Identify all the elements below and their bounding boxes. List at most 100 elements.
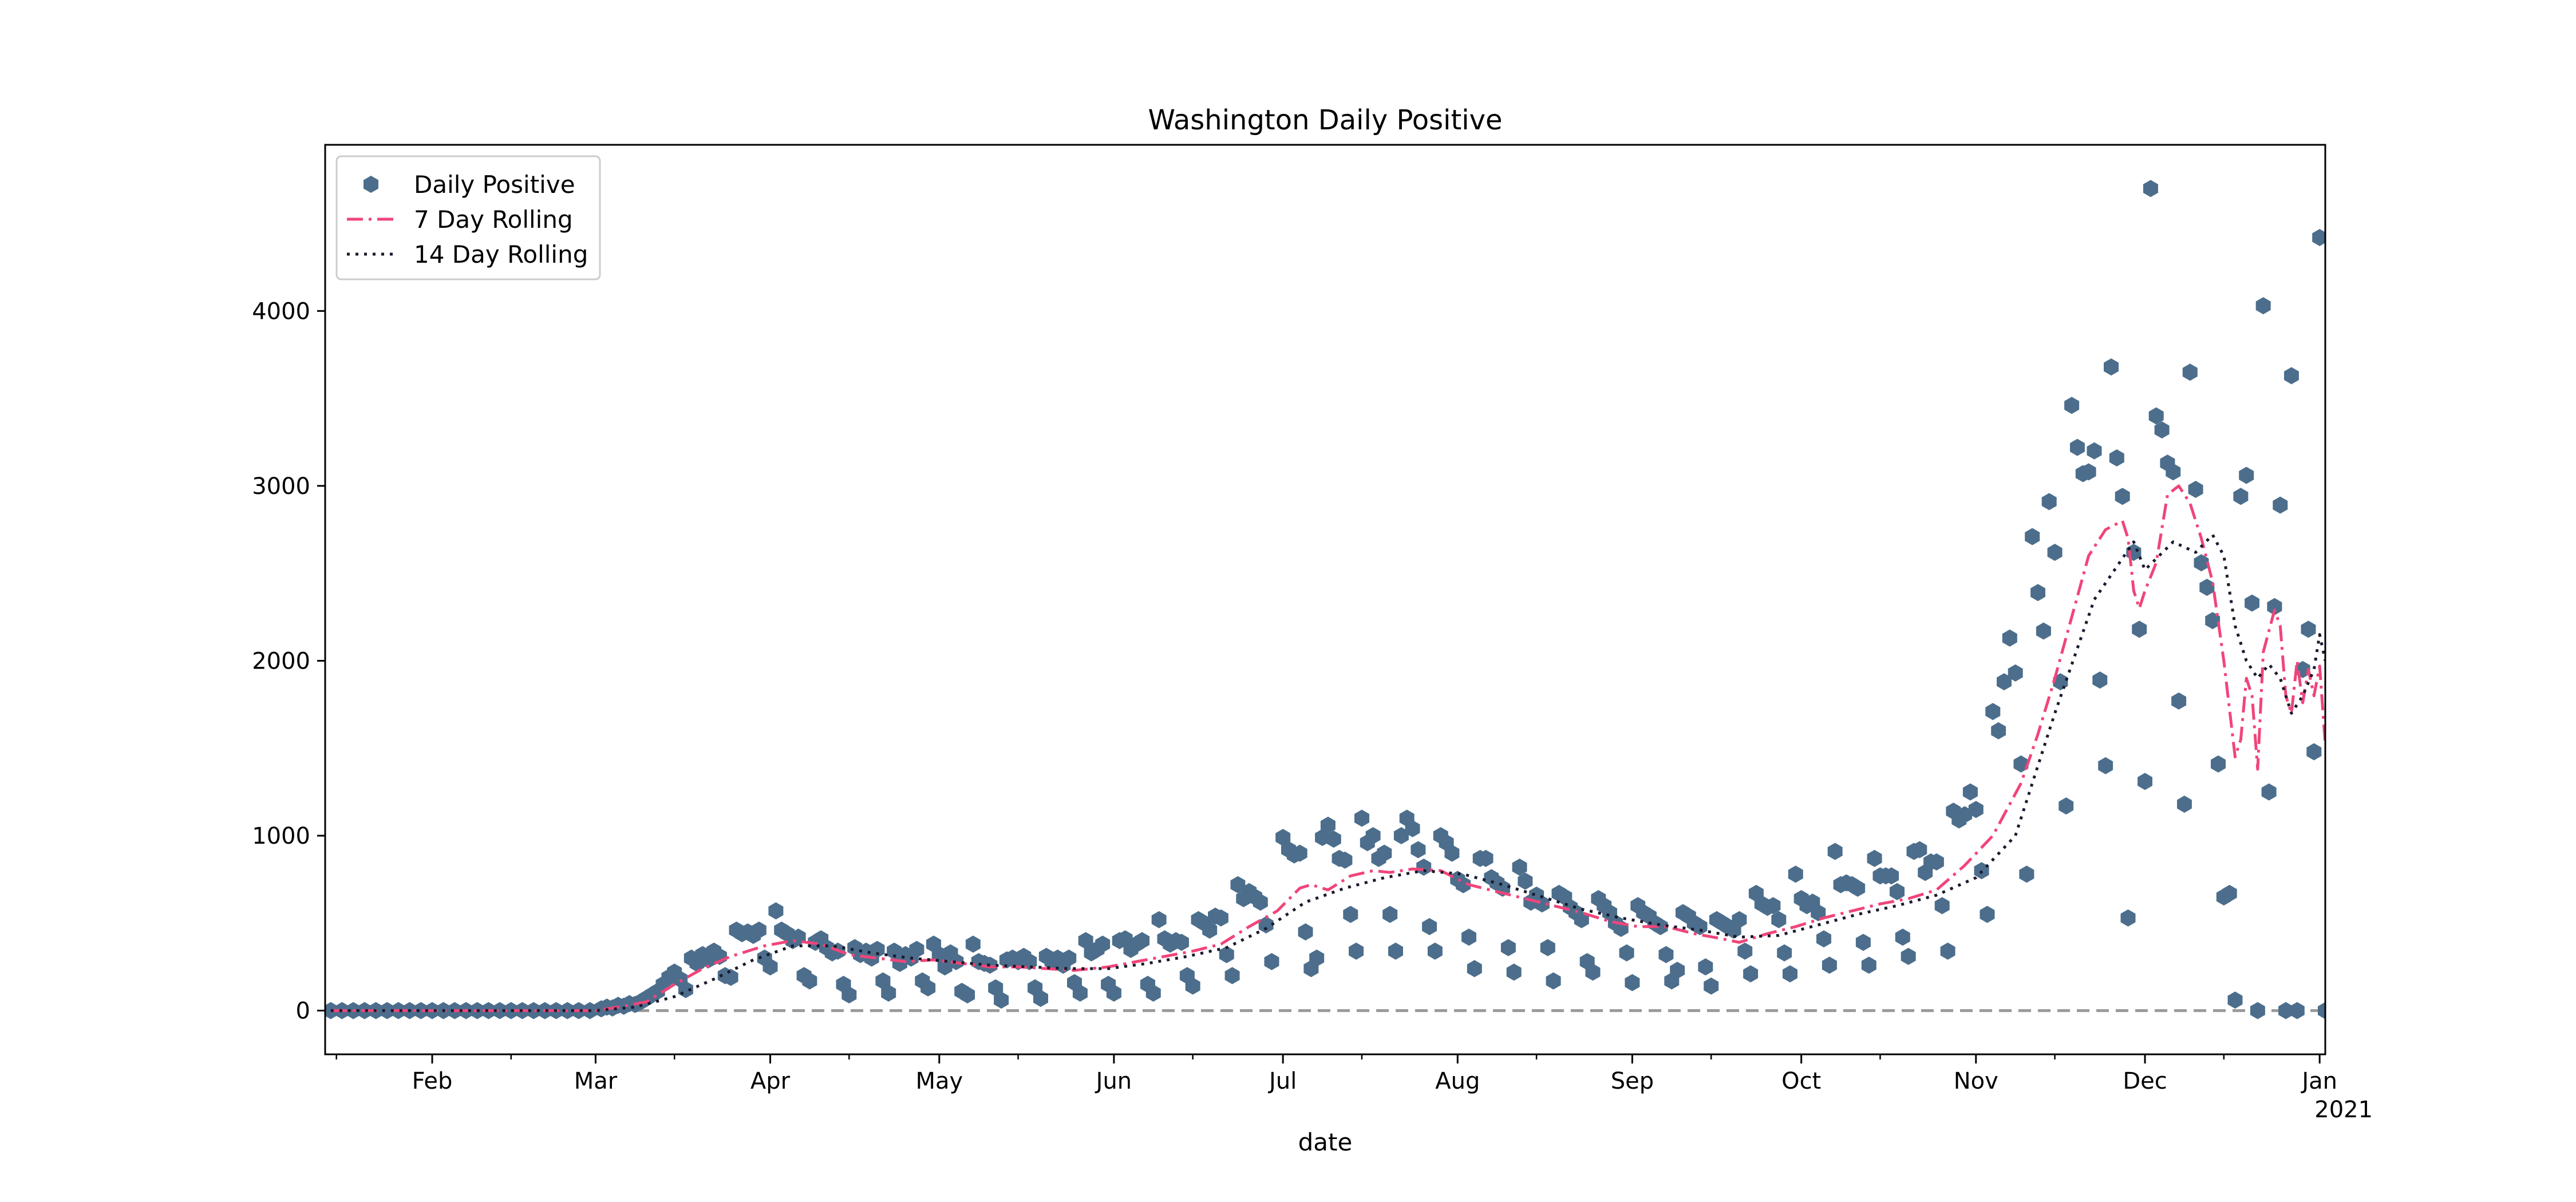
- daily-positive-point: [2312, 229, 2325, 246]
- daily-positive-point: [1540, 939, 1555, 956]
- daily-positive-point: [2227, 991, 2243, 1009]
- daily-positive-point: [1788, 865, 1803, 883]
- daily-positive-point: [1670, 962, 1685, 979]
- daily-positive-point: [1072, 984, 1088, 1002]
- x-tick-label: Jun: [1095, 1068, 1132, 1094]
- daily-positive-point: [2245, 594, 2259, 612]
- daily-positive-point: [1940, 942, 1955, 960]
- daily-positive-point: [1737, 942, 1753, 960]
- daily-positive-point: [2138, 773, 2152, 790]
- daily-positive-point: [2104, 358, 2119, 376]
- x-tick-label: Dec: [2123, 1068, 2167, 1094]
- daily-positive-point: [1518, 872, 1533, 890]
- daily-positive-point: [1349, 942, 1364, 960]
- daily-positive-point: [1337, 851, 1353, 869]
- daily-positive-point: [2092, 671, 2108, 689]
- x-tick-label: Jul: [1267, 1068, 1297, 1094]
- x-tick-label: Jan: [2300, 1068, 2337, 1094]
- daily-positive-point: [881, 984, 896, 1002]
- daily-positive-point: [1777, 944, 1792, 962]
- daily-positive-point: [2030, 584, 2045, 602]
- daily-positive-point: [2199, 579, 2215, 596]
- daily-positive-point: [1962, 783, 1978, 801]
- daily-positive-point: [1653, 918, 1668, 935]
- daily-positive-point: [1704, 977, 1719, 995]
- daily-positive-point: [1957, 806, 1973, 824]
- daily-positive-point: [492, 1002, 508, 1019]
- daily-positive-point: [1816, 930, 1831, 948]
- daily-positive-point: [1500, 939, 1516, 956]
- daily-positive-point: [380, 1002, 395, 1019]
- daily-positive-point: [1991, 722, 2006, 740]
- y-tick-label: 4000: [252, 298, 310, 325]
- daily-positive-point: [2098, 757, 2113, 774]
- daily-positive-point: [2301, 620, 2316, 638]
- daily-positive-point: [875, 972, 891, 990]
- rolling-14-day-line: [330, 533, 2325, 1013]
- daily-positive-point: [1422, 918, 1437, 935]
- daily-positive-point: [1901, 947, 1916, 965]
- daily-positive-point: [1078, 932, 1093, 950]
- daily-positive-point: [1151, 911, 1167, 928]
- daily-positive-point: [1506, 963, 1522, 981]
- daily-positive-point: [2109, 449, 2124, 466]
- daily-positive-point: [1929, 853, 1944, 871]
- daily-positive-point: [1365, 827, 1381, 844]
- daily-positive-point: [1732, 911, 1747, 928]
- daily-positive-point: [1985, 703, 2001, 721]
- daily-positive-point: [1890, 883, 1905, 900]
- daily-positive-point: [2008, 664, 2023, 682]
- y-tick-label: 3000: [252, 473, 310, 500]
- daily-positive-point: [2284, 367, 2299, 385]
- daily-positive-point: [1997, 673, 2012, 691]
- daily-positive-point: [1478, 849, 1494, 867]
- daily-positive-point: [1867, 849, 1882, 867]
- daily-positive-point: [1258, 916, 1274, 934]
- daily-positive-point: [723, 968, 738, 986]
- daily-positive-point: [2177, 796, 2192, 813]
- daily-positive-point: [1467, 960, 1482, 978]
- chart-title: Washington Daily Positive: [1148, 104, 1502, 136]
- daily-positive-point: [2318, 1002, 2325, 1019]
- daily-positive-point: [937, 958, 953, 976]
- daily-positive-point: [1253, 893, 1268, 911]
- daily-positive-point: [1135, 932, 1150, 950]
- daily-positive-point: [1658, 946, 1674, 963]
- daily-positive-point: [1393, 827, 1409, 844]
- daily-positive-point: [1298, 923, 1313, 941]
- daily-positive-point: [768, 902, 784, 920]
- daily-positive-point: [2047, 544, 2063, 561]
- daily-positive-point: [2261, 783, 2277, 801]
- daily-positive-point: [1765, 897, 1781, 915]
- daily-positive-point: [2267, 598, 2282, 615]
- daily-positive-point: [413, 1002, 429, 1019]
- y-tick-label: 2000: [252, 648, 310, 674]
- daily-positive-point: [1326, 831, 1341, 848]
- y-tick-label: 0: [296, 998, 310, 1025]
- daily-positive-point: [1213, 909, 1228, 927]
- daily-positive-point: [960, 986, 975, 1004]
- daily-positive-point: [2255, 297, 2271, 315]
- daily-positive-point: [1980, 906, 1995, 923]
- daily-positive-point: [2132, 620, 2147, 638]
- daily-positive-point: [2036, 622, 2051, 640]
- daily-positive-point: [1884, 867, 1899, 885]
- daily-positive-point: [1827, 843, 1843, 860]
- daily-positive-point: [1224, 967, 1240, 984]
- daily-positive-point: [1512, 859, 1527, 876]
- daily-positive-point: [2115, 488, 2130, 505]
- daily-positive-point: [1354, 809, 1369, 827]
- x-tick-label: Feb: [412, 1068, 453, 1094]
- daily-positive-point: [2059, 797, 2074, 815]
- daily-positive-point: [2278, 1002, 2294, 1019]
- daily-positive-point: [1585, 963, 1601, 981]
- daily-positive-point: [2188, 481, 2203, 498]
- daily-positive-point: [1230, 876, 1246, 893]
- daily-positive-point: [1850, 879, 1866, 897]
- x-tick-label: Nov: [1954, 1068, 1998, 1094]
- daily-positive-point: [1783, 965, 1797, 983]
- daily-positive-point: [1174, 934, 1189, 951]
- daily-positive-point: [841, 986, 857, 1004]
- legend-label: 14 Day Rolling: [414, 240, 588, 268]
- daily-positive-point: [1264, 953, 1279, 970]
